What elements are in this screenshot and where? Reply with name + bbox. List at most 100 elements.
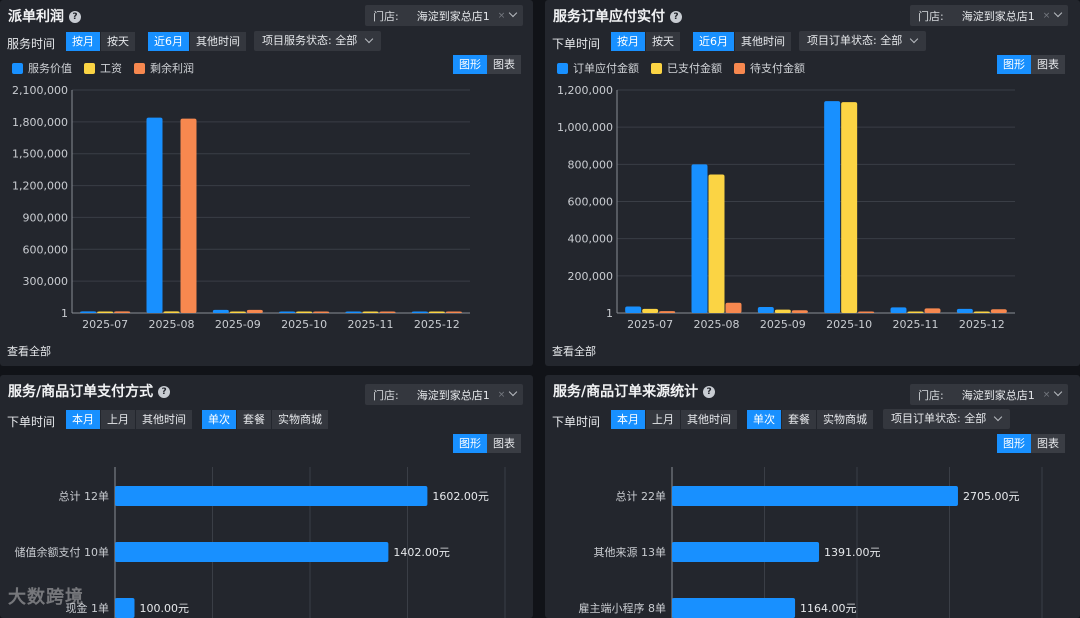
table-view-button[interactable]: 图表: [487, 55, 521, 74]
table-view-button[interactable]: 图表: [1031, 55, 1065, 74]
package-button[interactable]: 套餐: [782, 410, 817, 429]
bar[interactable]: [115, 542, 389, 562]
bar[interactable]: [212, 309, 229, 313]
bar[interactable]: [907, 311, 924, 314]
legend-item[interactable]: 剩余利润: [134, 60, 194, 76]
legend-item[interactable]: 订单应付金额: [557, 60, 639, 76]
help-icon[interactable]: ?: [703, 386, 716, 398]
bar[interactable]: [115, 486, 428, 506]
bar[interactable]: [956, 308, 973, 313]
this-month-button[interactable]: 本月: [66, 410, 101, 429]
other-time-button[interactable]: 其他时间: [136, 410, 193, 429]
bar[interactable]: [296, 311, 313, 314]
other-time-button[interactable]: 其他时间: [681, 410, 738, 429]
other-time-button[interactable]: 其他时间: [190, 32, 247, 51]
clear-icon[interactable]: ×: [1042, 10, 1051, 21]
bar[interactable]: [279, 311, 296, 314]
legend-item[interactable]: 待支付金额: [734, 60, 805, 76]
value-label: 1602.00元: [432, 490, 489, 503]
panel-order-sources: 服务/商品订单来源统计? 门店: 海淀到家总店1 × 下单时间 本月 上月 其他…: [545, 375, 1080, 618]
bar[interactable]: [445, 311, 462, 314]
bar[interactable]: [411, 311, 428, 314]
view-all-link[interactable]: 查看全部: [552, 345, 596, 358]
bar[interactable]: [428, 311, 445, 314]
bar[interactable]: [672, 486, 958, 506]
bar[interactable]: [858, 311, 875, 314]
physical-mall-button[interactable]: 实物商城: [817, 410, 874, 429]
this-month-button[interactable]: 本月: [611, 410, 646, 429]
last-6-months-button[interactable]: 近6月: [148, 32, 190, 51]
table-view-button[interactable]: 图表: [1031, 434, 1065, 453]
bar[interactable]: [973, 311, 990, 314]
graph-view-button[interactable]: 图形: [453, 434, 487, 453]
bar[interactable]: [97, 311, 114, 314]
last-month-button[interactable]: 上月: [101, 410, 136, 429]
bar[interactable]: [313, 311, 330, 314]
bar[interactable]: [672, 542, 820, 562]
other-time-button[interactable]: 其他时间: [735, 32, 792, 51]
order-status-select[interactable]: 项目订单状态: 全部: [883, 409, 1011, 429]
granularity-toggle: 按月 按天: [611, 32, 681, 51]
legend-item[interactable]: 服务价值: [12, 60, 72, 76]
bar[interactable]: [379, 311, 396, 314]
bar[interactable]: [924, 308, 941, 313]
bar[interactable]: [146, 117, 163, 313]
legend-label: 待支付金额: [750, 62, 805, 75]
bar[interactable]: [642, 308, 659, 313]
single-button[interactable]: 单次: [202, 410, 237, 429]
physical-mall-button[interactable]: 实物商城: [272, 410, 329, 429]
graph-view-button[interactable]: 图形: [997, 55, 1031, 74]
bar[interactable]: [80, 311, 97, 313]
bar[interactable]: [246, 309, 263, 313]
view-all-link[interactable]: 查看全部: [7, 345, 51, 358]
by-month-button[interactable]: 按月: [611, 32, 646, 51]
bar[interactable]: [824, 101, 841, 314]
service-status-select[interactable]: 项目服务状态: 全部: [254, 31, 382, 51]
y-tick-label: 1,800,000: [12, 116, 68, 129]
bar[interactable]: [841, 102, 858, 313]
legend-item[interactable]: 已支付金额: [651, 60, 722, 76]
single-button[interactable]: 单次: [747, 410, 782, 429]
help-icon[interactable]: ?: [158, 386, 171, 398]
last-6-months-button[interactable]: 近6月: [693, 32, 735, 51]
bar[interactable]: [163, 311, 180, 313]
package-button[interactable]: 套餐: [237, 410, 272, 429]
graph-view-button[interactable]: 图形: [997, 434, 1031, 453]
graph-view-button[interactable]: 图形: [453, 55, 487, 74]
by-day-button[interactable]: 按天: [646, 32, 681, 51]
bar[interactable]: [672, 598, 796, 618]
clear-icon[interactable]: ×: [497, 10, 506, 21]
bar[interactable]: [990, 309, 1007, 313]
bar[interactable]: [725, 302, 742, 313]
clear-icon[interactable]: ×: [1042, 389, 1051, 400]
bar[interactable]: [114, 311, 131, 313]
store-select[interactable]: 门店: 海淀到家总店1 ×: [910, 384, 1068, 405]
bar[interactable]: [115, 598, 135, 618]
order-status-select[interactable]: 项目订单状态: 全部: [799, 31, 927, 51]
store-select[interactable]: 门店: 海淀到家总店1 ×: [365, 5, 523, 26]
bar[interactable]: [625, 306, 642, 313]
store-select[interactable]: 门店: 海淀到家总店1 ×: [910, 5, 1068, 26]
bar[interactable]: [229, 311, 246, 314]
clear-icon[interactable]: ×: [497, 389, 506, 400]
store-select[interactable]: 门店: 海淀到家总店1 ×: [365, 384, 523, 405]
by-month-button[interactable]: 按月: [66, 32, 101, 51]
bar[interactable]: [757, 307, 774, 313]
help-icon[interactable]: ?: [69, 11, 81, 23]
by-day-button[interactable]: 按天: [101, 32, 136, 51]
bar[interactable]: [691, 164, 708, 313]
legend-item[interactable]: 工资: [84, 60, 122, 76]
last-month-button[interactable]: 上月: [646, 410, 681, 429]
bar[interactable]: [890, 307, 907, 313]
service-payments-chart: 1 200,000 400,000 600,000 800,000 1,000,000 1,…: [557, 84, 1015, 330]
bar[interactable]: [791, 310, 808, 313]
bar[interactable]: [659, 311, 676, 313]
bar[interactable]: [708, 174, 725, 313]
bar[interactable]: [362, 311, 379, 314]
help-icon[interactable]: ?: [670, 11, 682, 23]
store-label: 门店:: [373, 388, 399, 402]
table-view-button[interactable]: 图表: [487, 434, 521, 453]
bar[interactable]: [180, 118, 197, 313]
bar[interactable]: [774, 309, 791, 313]
bar[interactable]: [345, 311, 362, 314]
